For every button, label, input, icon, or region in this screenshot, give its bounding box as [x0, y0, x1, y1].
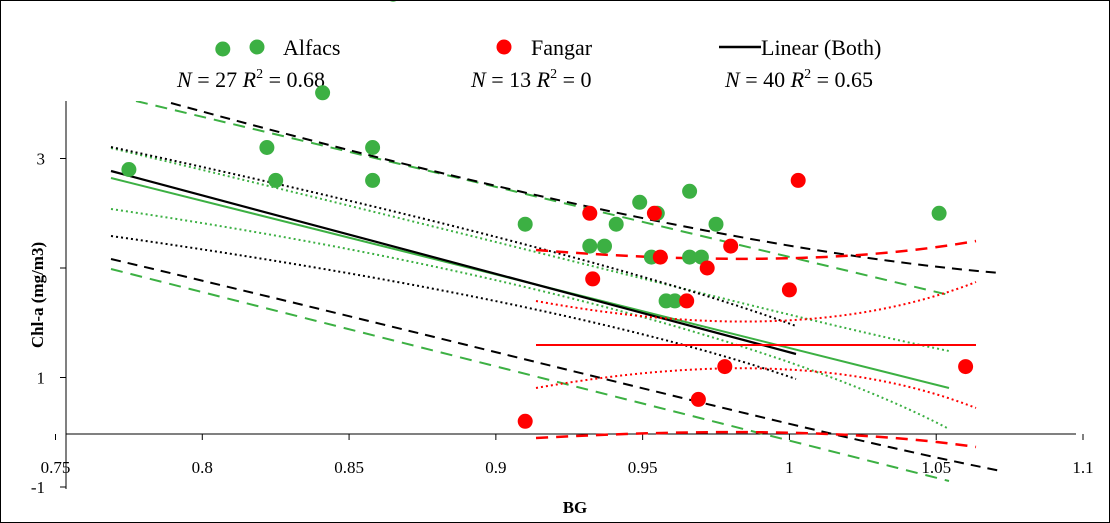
x-tick-label: 1: [785, 458, 794, 477]
fangar-data-point: [585, 271, 601, 287]
legend-label-fangar: Fangar: [531, 35, 593, 60]
y-axis-ticks: 531-1: [31, 150, 66, 497]
fangar-data-point: [646, 205, 662, 221]
fangar-data-point: [723, 238, 739, 254]
alfacs-data-point: [582, 238, 598, 254]
stat-linear-both: N = 40 R2 = 0.65: [724, 67, 873, 92]
alfacs-data-point: [365, 140, 381, 155]
alfacs-prediction-upper: [135, 101, 950, 296]
alfacs-data-point: [259, 140, 275, 155]
fangar-prediction-lower: [535, 430, 977, 449]
alfacs-data-point: [121, 162, 137, 177]
fangar-data-point: [790, 172, 806, 188]
x-tick-label: 0.85: [334, 458, 364, 477]
series-fangar: [517, 172, 974, 429]
y-tick-label: 3: [37, 150, 46, 169]
both-prediction-lower: [110, 258, 1002, 472]
trend-lines: [110, 101, 1002, 482]
alfacs-prediction-lower: [110, 268, 950, 482]
fangar-data-point: [517, 413, 533, 429]
alfacs-data-point: [315, 85, 331, 101]
alfacs-data-point: [708, 216, 724, 232]
legend-label-linear-both: Linear (Both): [761, 35, 881, 60]
legend: Alfacs Fangar Linear (Both) N = 27 R2 = …: [176, 35, 881, 92]
alfacs-data-point: [597, 238, 612, 254]
x-tick-label: 0.9: [485, 458, 506, 477]
fangar-data-point: [781, 282, 797, 298]
legend-marker-alfacs: [249, 39, 265, 55]
fangar-data-point: [717, 359, 733, 375]
alfacs-data-point: [931, 205, 947, 221]
y-tick-label: 1: [37, 369, 46, 388]
fangar-data-point: [679, 293, 695, 309]
stat-fangar: N = 13 R2 = 0: [470, 67, 591, 92]
x-tick-label: 1.05: [921, 458, 951, 477]
alfacs-data-point: [682, 249, 698, 265]
x-tick-label: 0.8: [192, 458, 213, 477]
fangar-prediction-upper: [535, 239, 977, 261]
x-tick-label: 0.95: [628, 458, 658, 477]
x-axis-title: BG: [563, 498, 588, 517]
fangar-data-point: [958, 359, 974, 375]
alfacs-data-point: [632, 194, 648, 210]
legend-marker-fangar: [496, 39, 512, 55]
stat-alfacs: N = 27 R2 = 0.68: [176, 67, 325, 92]
fangar-data-point: [699, 260, 715, 276]
y-axis-title: Chl-a (mg/m3): [28, 242, 47, 348]
both-confidence-upper: [110, 146, 797, 327]
fangar-data-point: [690, 391, 706, 407]
alfacs-data-point: [608, 216, 624, 232]
x-axis-ticks: 0.75 0.8 0.85 0.9 0.95 1 1.05 1.1: [41, 434, 1094, 477]
alfacs-confidence-lower: [110, 208, 950, 430]
alfacs-data-point: [682, 183, 698, 199]
fangar-data-point: [652, 249, 668, 265]
fangar-confidence-upper: [535, 281, 977, 323]
alfacs-data-point: [215, 41, 231, 57]
alfacs-data-point: [667, 293, 683, 309]
x-tick-label: 1.1: [1072, 458, 1093, 477]
both-confidence-lower: [110, 235, 797, 380]
alfacs-confidence-upper: [110, 147, 950, 352]
fangar-data-point: [582, 205, 598, 221]
alfacs-data-point: [389, 1, 397, 2]
alfacs-data-point: [365, 172, 381, 188]
fangar-confidence-lower: [535, 367, 977, 409]
both-fit-line: [110, 169, 797, 356]
both-prediction-upper: [170, 102, 1002, 274]
y-tick-label: -1: [31, 478, 45, 497]
alfacs-data-point: [268, 172, 284, 188]
legend-label-alfacs: Alfacs: [283, 35, 340, 60]
x-tick-label: 0.75: [41, 458, 71, 477]
alfacs-data-point: [517, 216, 533, 232]
